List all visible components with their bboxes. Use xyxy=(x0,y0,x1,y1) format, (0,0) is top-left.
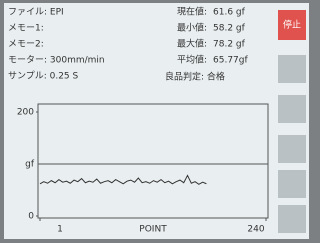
side-button[interactable] xyxy=(278,95,306,123)
y-tick-label: 0 xyxy=(28,212,34,222)
judgement: 良品判定: 合格 xyxy=(165,71,225,83)
stat-label: 最大値: xyxy=(177,38,207,50)
info-text: サンプル: 0.25 S xyxy=(8,71,79,82)
x-tick-label: 1 xyxy=(57,225,63,235)
side-button[interactable] xyxy=(278,170,306,198)
info-text: メモー1: xyxy=(8,24,44,34)
y-tick-label: gf xyxy=(25,160,35,170)
info-text: ファイル: EPI xyxy=(8,8,64,18)
stat-label: 現在値: xyxy=(177,6,207,18)
y-tick-label: 200 xyxy=(17,108,34,118)
screen-background xyxy=(4,3,309,239)
stat-label: 平均値: xyxy=(177,54,207,66)
stat-value: 58.2 gf xyxy=(213,24,246,34)
stat-value: 61.6 gf xyxy=(213,8,246,18)
side-button[interactable] xyxy=(278,55,306,83)
page: 停止 POINT ファイル: EPI メモー1: メモー2: モーター: 300mm/… xyxy=(0,0,313,243)
stat-value: 65.77gf xyxy=(213,56,248,66)
side-button[interactable] xyxy=(278,135,306,163)
info-text: モーター: 300mm/min xyxy=(8,55,105,66)
info-text: メモー2: xyxy=(8,40,44,50)
device-screen: 停止 POINT ファイル: EPI メモー1: メモー2: モーター: 300mm/… xyxy=(0,0,313,243)
side-button[interactable] xyxy=(278,205,306,233)
stat-value: 78.2 gf xyxy=(213,40,246,50)
stop-button-label[interactable]: 停止 xyxy=(283,19,301,31)
x-axis-label: POINT xyxy=(139,225,167,235)
stat-label: 最小値: xyxy=(177,22,207,34)
x-tick-label: 240 xyxy=(247,225,264,235)
